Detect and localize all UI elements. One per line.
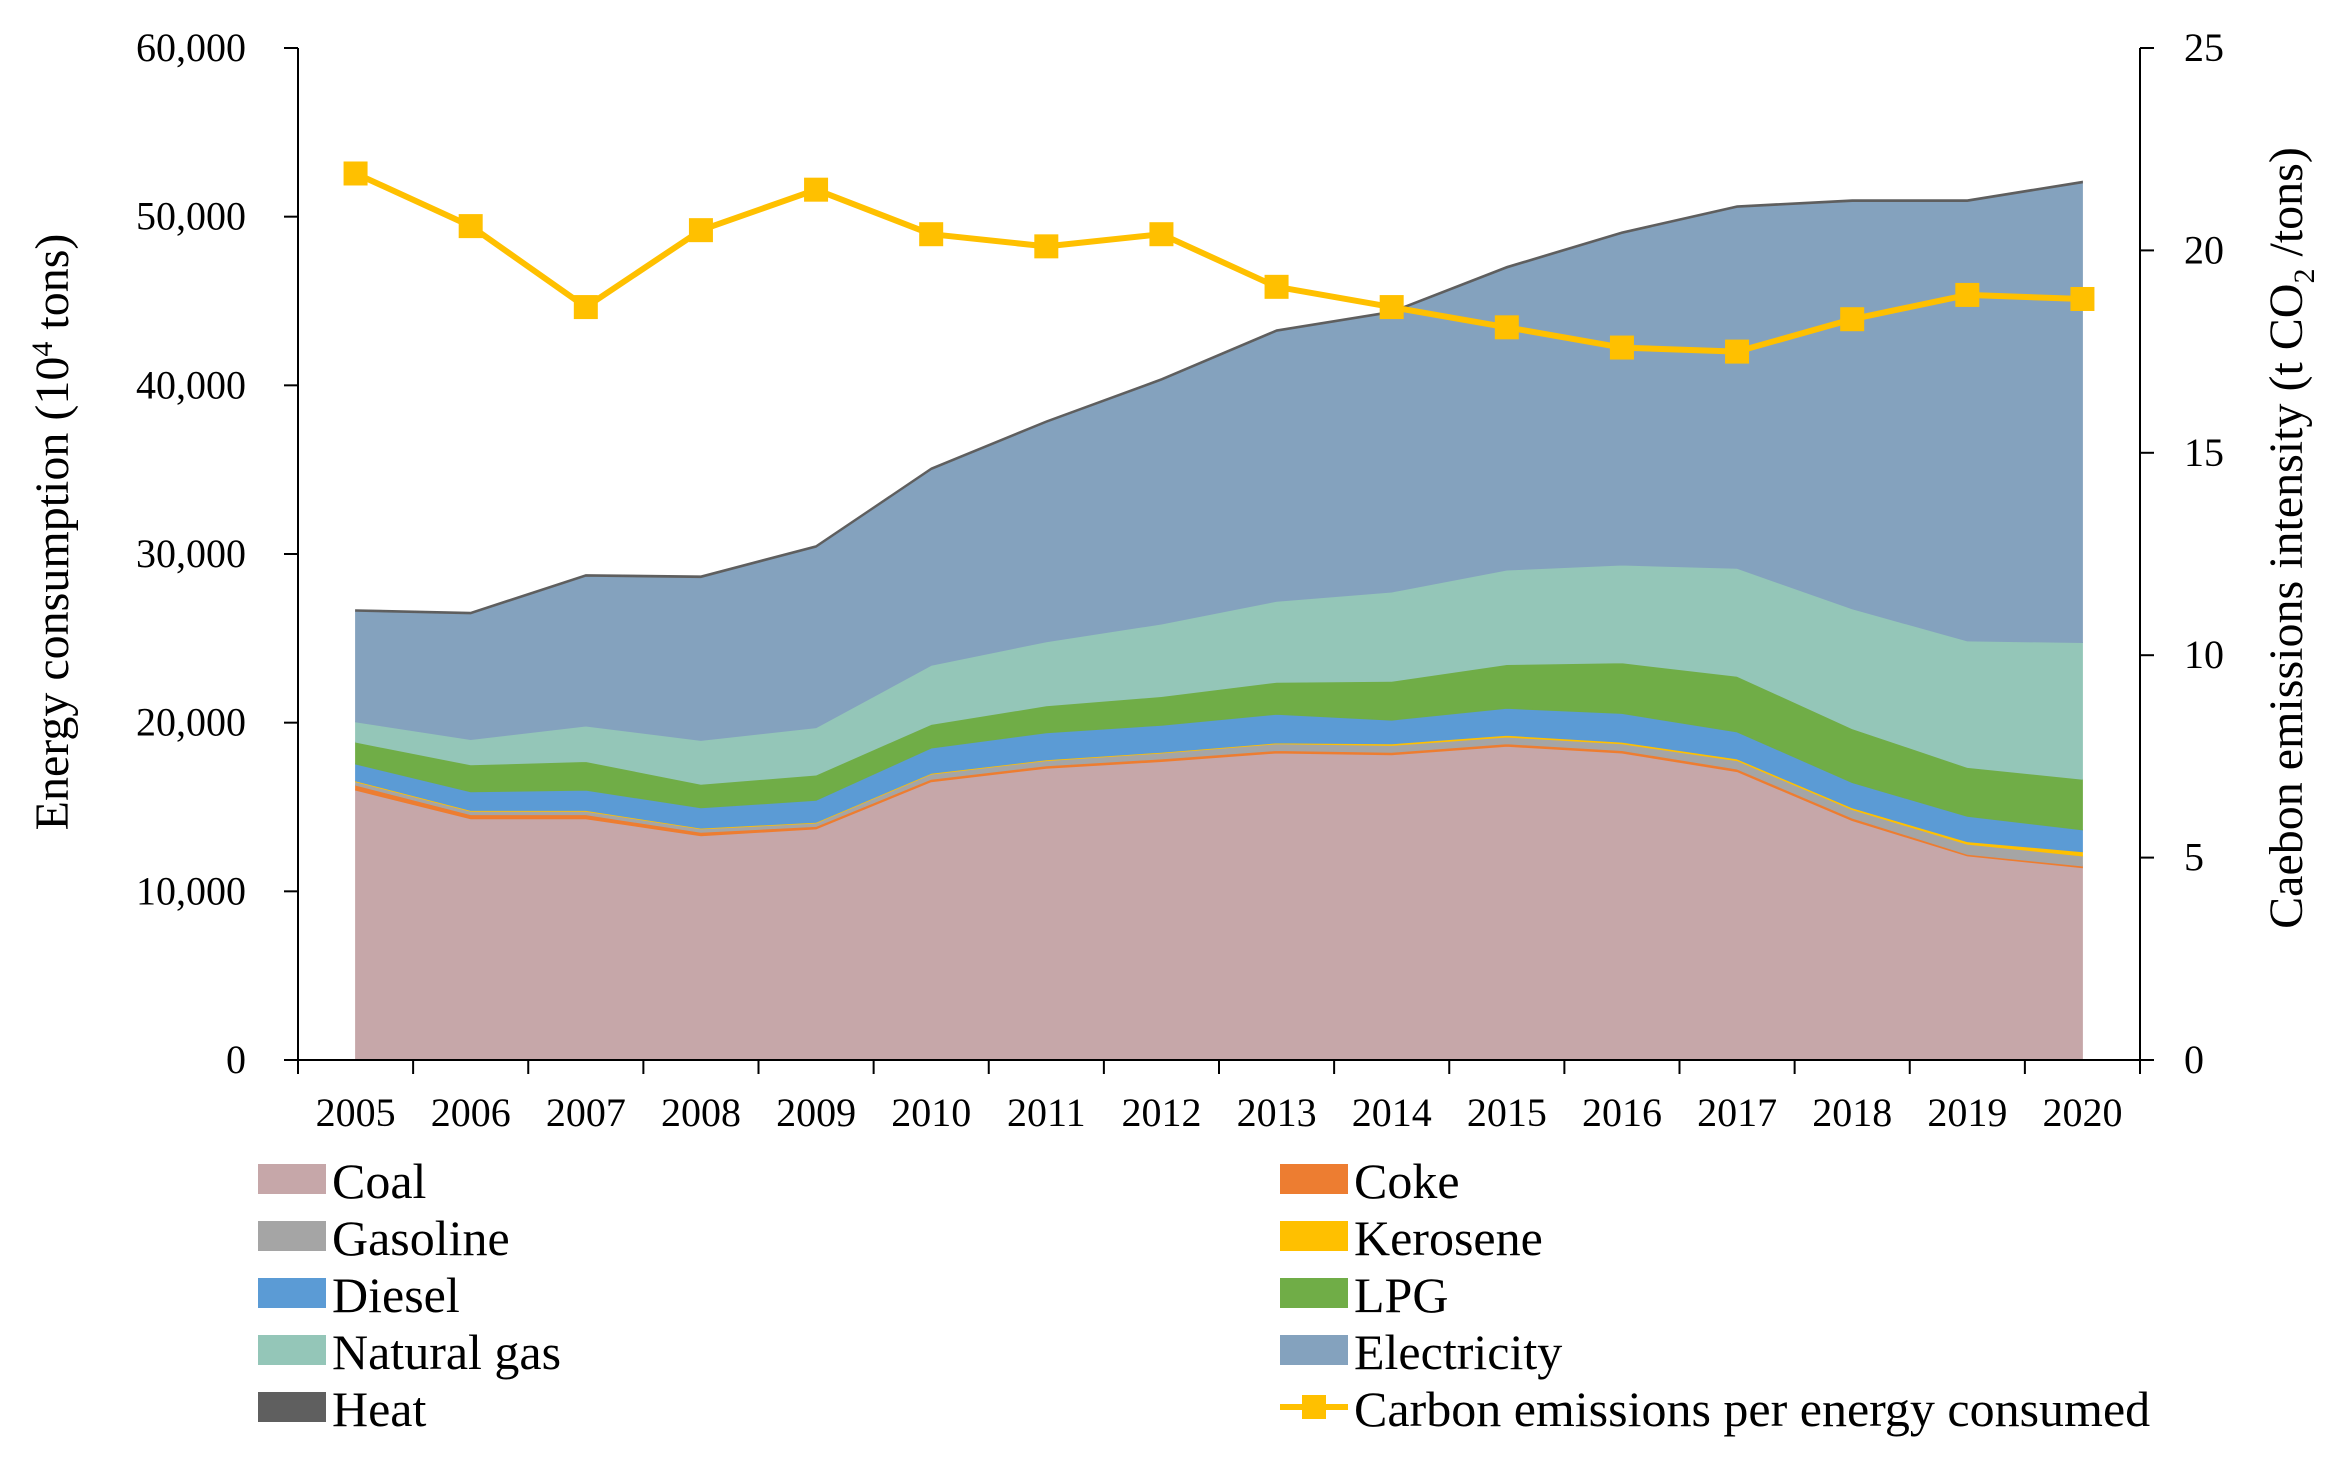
legend-label: Carbon emissions per energy consumed — [1354, 1381, 2150, 1437]
right-axis-title: Caebon emissions intensity (t CO2 /tons) — [2260, 147, 2321, 929]
emission-line — [343, 161, 2095, 364]
legend-item-diesel: Diesel — [258, 1267, 460, 1323]
legend-swatch — [258, 1278, 326, 1308]
x-tick-label: 2010 — [891, 1090, 971, 1135]
legend-item-natural-gas: Natural gas — [258, 1324, 561, 1380]
legend-label: Kerosene — [1354, 1210, 1543, 1266]
axes — [284, 47, 2154, 1074]
tick-labels: 0 10,000 20,000 30,000 40,000 50,000 60,000 0 5 1… — [136, 25, 2224, 1135]
emission-point — [688, 218, 713, 243]
emission-line-path — [354, 170, 2083, 355]
right-tick-label: 10 — [2184, 632, 2224, 677]
left-axis-title: Energy consumption (104 tons) — [26, 234, 79, 831]
right-tick-label: 15 — [2184, 430, 2224, 475]
legend-item-coal: Coal — [258, 1153, 426, 1209]
x-tick-label: 2006 — [431, 1090, 511, 1135]
x-tick-label: 2012 — [1121, 1090, 1201, 1135]
emission-point — [1725, 339, 1750, 364]
left-tick-label: 20,000 — [136, 700, 246, 745]
emission-point — [1609, 335, 1634, 360]
legend-item-heat: Heat — [258, 1381, 426, 1437]
legend-item-coke: Coke — [1280, 1153, 1460, 1209]
emission-point — [2070, 286, 2095, 311]
emission-point — [919, 222, 944, 247]
x-tick-label: 2013 — [1237, 1090, 1317, 1135]
emission-point — [804, 177, 829, 202]
emission-point — [1494, 315, 1519, 340]
legend-swatch — [1280, 1335, 1348, 1365]
legend-swatch — [258, 1335, 326, 1365]
x-tick-label: 2020 — [2042, 1090, 2122, 1135]
legend-marker — [1302, 1395, 1326, 1419]
legend-label: Coke — [1354, 1153, 1460, 1209]
stacked-areas — [355, 180, 2083, 1061]
legend-item-lpg: LPG — [1280, 1267, 1448, 1323]
legend-label: Diesel — [332, 1267, 460, 1323]
right-tick-label: 0 — [2184, 1037, 2204, 1082]
legend-label: Electricity — [1354, 1324, 1562, 1380]
right-tick-label: 25 — [2184, 25, 2224, 70]
emission-point — [1955, 282, 1980, 307]
left-tick-label: 30,000 — [136, 531, 246, 576]
left-tick-label: 10,000 — [136, 868, 246, 913]
emission-point — [1264, 274, 1289, 299]
emission-point — [343, 161, 368, 186]
legend-label: Coal — [332, 1153, 426, 1209]
x-tick-label: 2017 — [1697, 1090, 1777, 1135]
x-tick-label: 2011 — [1007, 1090, 1086, 1135]
legend-item-kerosene: Kerosene — [1280, 1210, 1543, 1266]
right-tick-label: 5 — [2184, 835, 2204, 880]
legend-swatch — [258, 1392, 326, 1422]
legend-item-carbon-emissions: Carbon emissions per energy consumed — [1280, 1381, 2150, 1437]
x-tick-label: 2018 — [1812, 1090, 1892, 1135]
legend: Coal Coke Gasoline Kerosene Diesel LPG Natural… — [258, 1153, 2150, 1437]
x-tick-label: 2005 — [316, 1090, 396, 1135]
legend-swatch — [1280, 1164, 1348, 1194]
x-tick-label: 2007 — [546, 1090, 626, 1135]
x-tick-label: 2008 — [661, 1090, 741, 1135]
x-tick-label: 2019 — [1927, 1090, 2007, 1135]
right-tick-label: 20 — [2184, 227, 2224, 272]
legend-label: Natural gas — [332, 1324, 561, 1380]
legend-swatch — [258, 1164, 326, 1194]
legend-label: LPG — [1354, 1267, 1448, 1323]
x-tick-label: 2016 — [1582, 1090, 1662, 1135]
legend-item-gasoline: Gasoline — [258, 1210, 510, 1266]
legend-label: Heat — [332, 1381, 426, 1437]
x-tick-label: 2015 — [1467, 1090, 1547, 1135]
legend-swatch — [1280, 1278, 1348, 1308]
emission-point — [1840, 307, 1865, 332]
left-tick-label: 50,000 — [136, 194, 246, 239]
area-heat — [355, 180, 2083, 615]
emission-point — [573, 295, 598, 320]
x-tick-label: 2009 — [776, 1090, 856, 1135]
legend-swatch — [258, 1221, 326, 1251]
emission-point — [1149, 222, 1174, 247]
left-tick-label: 60,000 — [136, 25, 246, 70]
left-tick-label: 0 — [226, 1037, 246, 1082]
legend-swatch — [1280, 1221, 1348, 1251]
emission-point — [458, 214, 483, 239]
emission-point — [1034, 234, 1059, 259]
left-tick-label: 40,000 — [136, 362, 246, 407]
legend-item-electricity: Electricity — [1280, 1324, 1562, 1380]
emission-point — [1379, 295, 1404, 320]
legend-label: Gasoline — [332, 1210, 510, 1266]
x-tick-label: 2014 — [1352, 1090, 1432, 1135]
